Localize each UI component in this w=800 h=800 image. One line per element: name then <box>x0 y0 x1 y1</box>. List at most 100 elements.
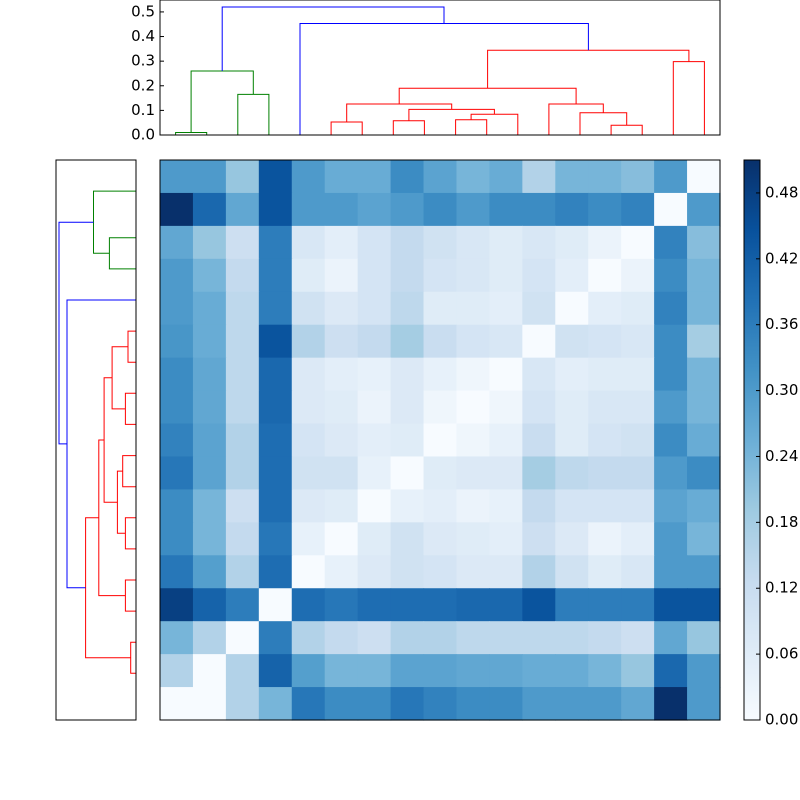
heatmap-cell <box>522 522 556 556</box>
heatmap-cell <box>192 687 227 721</box>
heatmap-cell <box>192 588 227 622</box>
colorbar-tick-label: 0.12 <box>765 579 798 597</box>
heatmap-cell <box>456 522 491 556</box>
heatmap-cell <box>291 324 326 359</box>
heatmap-cell <box>621 654 655 688</box>
heatmap-cell <box>621 522 655 556</box>
heatmap-cell <box>621 489 655 523</box>
top-ytick-label: 0.5 <box>131 2 155 20</box>
colorbar-tick-label: 0.42 <box>765 249 798 267</box>
heatmap-cell <box>489 390 523 425</box>
heatmap-cell <box>588 390 622 425</box>
heatmap-cell <box>456 654 491 688</box>
heatmap-cell <box>291 588 326 622</box>
top-dendrogram-link <box>330 121 363 135</box>
heatmap-cell <box>258 357 293 392</box>
heatmap-cell <box>654 588 688 622</box>
heatmap-cell <box>225 621 260 655</box>
colorbar: 0.00 0.06 0.12 0.18 0.24 0.30 0.36 0.42 … <box>743 159 798 729</box>
heatmap-cell <box>258 621 293 655</box>
heatmap-cell <box>423 489 458 523</box>
heatmap-cell <box>225 489 260 523</box>
heatmap-cell <box>357 291 392 326</box>
heatmap-cell <box>357 324 392 359</box>
heatmap-cell <box>357 258 392 293</box>
heatmap-cell <box>192 225 227 260</box>
heatmap-cell <box>291 456 326 491</box>
colorbar-frame <box>743 159 761 721</box>
top-dendrogram-link <box>470 113 519 135</box>
colorbar-ticks: 0.00 0.06 0.12 0.18 0.24 0.30 0.36 0.42 … <box>756 183 798 729</box>
heatmap-cell <box>291 555 326 589</box>
heatmap-cell <box>456 258 491 293</box>
heatmap-cell <box>160 324 194 359</box>
heatmap <box>159 159 721 721</box>
heatmap-cell <box>555 324 589 359</box>
heatmap-cell <box>423 654 458 688</box>
heatmap-cell <box>258 160 293 194</box>
heatmap-cell <box>588 687 622 721</box>
left-dendrogram-link <box>124 517 136 550</box>
heatmap-cell <box>687 456 721 491</box>
heatmap-cell <box>192 522 227 556</box>
heatmap-cell <box>489 357 523 392</box>
heatmap-cell <box>225 225 260 260</box>
heatmap-cell <box>225 588 260 622</box>
heatmap-cell <box>390 588 425 622</box>
top-dendrogram-link <box>221 6 445 71</box>
heatmap-cell <box>258 324 293 359</box>
heatmap-cell <box>456 160 491 194</box>
heatmap-cell <box>160 357 194 392</box>
heatmap-cell <box>687 258 721 293</box>
heatmap-cell <box>324 456 359 491</box>
heatmap-cell <box>555 390 589 425</box>
heatmap-cell <box>621 555 655 589</box>
heatmap-cell <box>225 456 260 491</box>
left-dendrogram-link <box>103 377 118 503</box>
heatmap-cell <box>456 291 491 326</box>
heatmap-cell <box>160 522 194 556</box>
heatmap-cell <box>489 489 523 523</box>
heatmap-cell <box>588 456 622 491</box>
heatmap-cell <box>687 423 721 458</box>
heatmap-cell <box>357 555 392 589</box>
heatmap-cell <box>390 225 425 260</box>
heatmap-cell <box>357 456 392 491</box>
heatmap-cell <box>423 687 458 721</box>
heatmap-cell <box>357 654 392 688</box>
colorbar-tick-label: 0.00 <box>765 711 798 729</box>
heatmap-cell <box>160 489 194 523</box>
heatmap-cell <box>390 522 425 556</box>
heatmap-cell <box>621 192 655 227</box>
heatmap-cell <box>555 291 589 326</box>
heatmap-cell <box>291 258 326 293</box>
heatmap-cell <box>225 192 260 227</box>
heatmap-cell <box>588 192 622 227</box>
left-dendrogram-link <box>98 439 126 597</box>
heatmap-cell <box>225 357 260 392</box>
heatmap-cell <box>588 489 622 523</box>
heatmap-cell <box>291 687 326 721</box>
left-dendrogram-frame <box>55 159 137 721</box>
heatmap-cell <box>390 456 425 491</box>
heatmap-cell <box>687 390 721 425</box>
heatmap-cell <box>621 687 655 721</box>
heatmap-cell <box>291 654 326 688</box>
heatmap-cell <box>489 258 523 293</box>
heatmap-cell <box>621 423 655 458</box>
heatmap-cell <box>588 291 622 326</box>
heatmap-cell <box>225 522 260 556</box>
heatmap-cell <box>522 489 556 523</box>
heatmap-cell <box>456 390 491 425</box>
heatmap-cell <box>423 555 458 589</box>
heatmap-cell <box>555 225 589 260</box>
heatmap-cell <box>654 423 688 458</box>
heatmap-cell <box>522 456 556 491</box>
heatmap-cell <box>225 654 260 688</box>
heatmap-cell <box>390 192 425 227</box>
top-ytick-label: 0.2 <box>131 76 155 94</box>
heatmap-cell <box>390 654 425 688</box>
heatmap-cell <box>621 390 655 425</box>
heatmap-cell <box>687 687 721 721</box>
heatmap-cell <box>390 555 425 589</box>
